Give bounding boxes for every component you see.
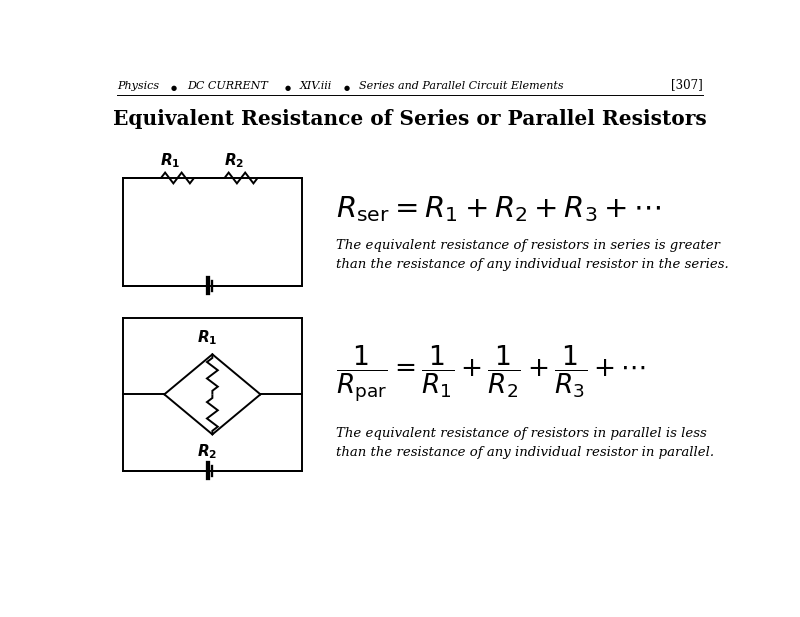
Text: XIV.iii: XIV.iii (300, 81, 332, 91)
Text: $\boldsymbol{R}_{\boldsymbol{2}}$: $\boldsymbol{R}_{\boldsymbol{2}}$ (197, 442, 217, 461)
Text: $\boldsymbol{R}_{\boldsymbol{1}}$: $\boldsymbol{R}_{\boldsymbol{1}}$ (197, 328, 218, 347)
Text: The equivalent resistance of resistors in series is greater
than the resistance : The equivalent resistance of resistors i… (336, 239, 729, 271)
Text: Physics: Physics (117, 81, 159, 91)
Text: [307]: [307] (671, 78, 703, 91)
Text: The equivalent resistance of resistors in parallel is less
than the resistance o: The equivalent resistance of resistors i… (336, 426, 714, 459)
Text: $\boldsymbol{R}_{\boldsymbol{1}}$: $\boldsymbol{R}_{\boldsymbol{1}}$ (160, 152, 181, 170)
Text: ●: ● (343, 85, 350, 91)
Text: Equivalent Resistance of Series or Parallel Resistors: Equivalent Resistance of Series or Paral… (113, 109, 707, 129)
Text: ●: ● (285, 85, 290, 91)
Text: DC CURRENT: DC CURRENT (187, 81, 267, 91)
Text: $\boldsymbol{R}_{\boldsymbol{2}}$: $\boldsymbol{R}_{\boldsymbol{2}}$ (224, 152, 244, 170)
Text: ●: ● (170, 85, 177, 91)
Text: $R_{\rm ser} = R_1 + R_2 + R_3 + \cdots$: $R_{\rm ser} = R_1 + R_2 + R_3 + \cdots$ (336, 194, 662, 224)
Text: Series and Parallel Circuit Elements: Series and Parallel Circuit Elements (359, 81, 563, 91)
Text: $\dfrac{1}{R_{\rm par}} = \dfrac{1}{R_1} + \dfrac{1}{R_2} + \dfrac{1}{R_3} + \cd: $\dfrac{1}{R_{\rm par}} = \dfrac{1}{R_1}… (336, 343, 646, 404)
